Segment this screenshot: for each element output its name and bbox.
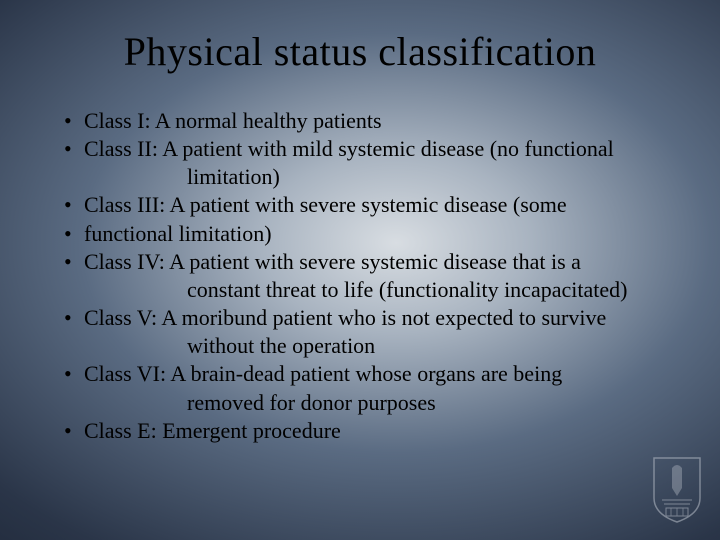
bullet-item: Class I: A normal healthy patients [64, 107, 680, 135]
bullet-item: Class V: A moribund patient who is not e… [64, 304, 680, 360]
bullet-item: Class III: A patient with severe systemi… [64, 191, 680, 219]
bullet-continuation: limitation) [84, 163, 280, 191]
slide-title: Physical status classification [40, 28, 680, 75]
bullet-list: Class I: A normal healthy patients Class … [40, 107, 680, 445]
bullet-text: functional limitation) [84, 221, 272, 246]
crest-icon [648, 448, 706, 526]
bullet-continuation: without the operation [84, 332, 375, 360]
university-crest-logo [648, 448, 706, 526]
bullet-text: Class III: A patient with severe systemi… [84, 192, 567, 217]
slide: Physical status classification Class I: … [0, 0, 720, 540]
bullet-text: Class II: A patient with mild systemic d… [84, 136, 614, 161]
bullet-text: Class I: A normal healthy patients [84, 108, 382, 133]
bullet-item: Class E: Emergent procedure [64, 417, 680, 445]
bullet-continuation: removed for donor purposes [84, 389, 436, 417]
bullet-text: Class V: A moribund patient who is not e… [84, 305, 606, 330]
bullet-text: Class E: Emergent procedure [84, 418, 341, 443]
bullet-continuation: constant threat to life (functionality i… [84, 276, 627, 304]
bullet-item: Class VI: A brain-dead patient whose org… [64, 360, 680, 416]
bullet-text: Class IV: A patient with severe systemic… [84, 249, 581, 274]
bullet-text: Class VI: A brain-dead patient whose org… [84, 361, 562, 386]
bullet-item: Class IV: A patient with severe systemic… [64, 248, 680, 304]
bullet-item: Class II: A patient with mild systemic d… [64, 135, 680, 191]
bullet-item: functional limitation) [64, 220, 680, 248]
